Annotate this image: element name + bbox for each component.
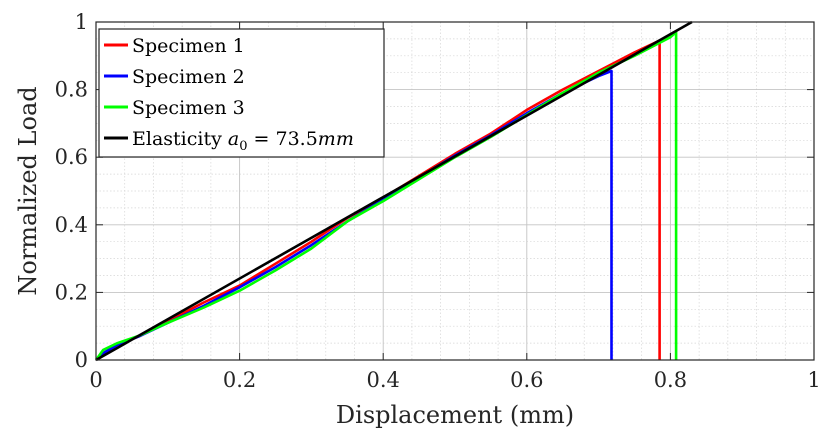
plot-frame [95, 21, 815, 361]
x-tick-label: 0.4 [366, 368, 399, 392]
y-tick-label: 0.2 [55, 280, 88, 304]
legend-label-3: Specimen 3 [132, 97, 245, 119]
x-axis-title: Displacement (mm) [336, 401, 574, 429]
legend-box [98, 28, 385, 158]
legend-label-1: Specimen 1 [132, 35, 245, 57]
x-tick-label: 0 [89, 368, 102, 392]
x-tick-label: 1 [807, 368, 820, 392]
x-tick-label: 0.2 [223, 368, 256, 392]
y-axis-title: Normalized Load [14, 86, 42, 295]
tick-layer: 0 0.2 0.4 0.6 0.8 1 0 0.2 0.4 0.6 0.8 1 [55, 10, 821, 392]
y-tick-label: 0.6 [55, 145, 88, 169]
x-tick-label: 0.8 [654, 368, 687, 392]
x-tick-label: 0.6 [510, 368, 543, 392]
series-layer [94, 20, 693, 362]
y-tick-label: 1 [75, 10, 88, 34]
y-tick-label: 0.8 [55, 78, 88, 102]
y-tick-label: 0 [75, 348, 88, 372]
y-tick-label: 0.4 [55, 213, 88, 237]
legend: Specimen 1 Specimen 2 Specimen 3 Elasticity… [98, 28, 385, 158]
series-line-4 [95, 20, 693, 362]
legend-label-2: Specimen 2 [132, 66, 245, 88]
legend-label-4: Elasticity a0 = 73.5mm [132, 128, 354, 154]
